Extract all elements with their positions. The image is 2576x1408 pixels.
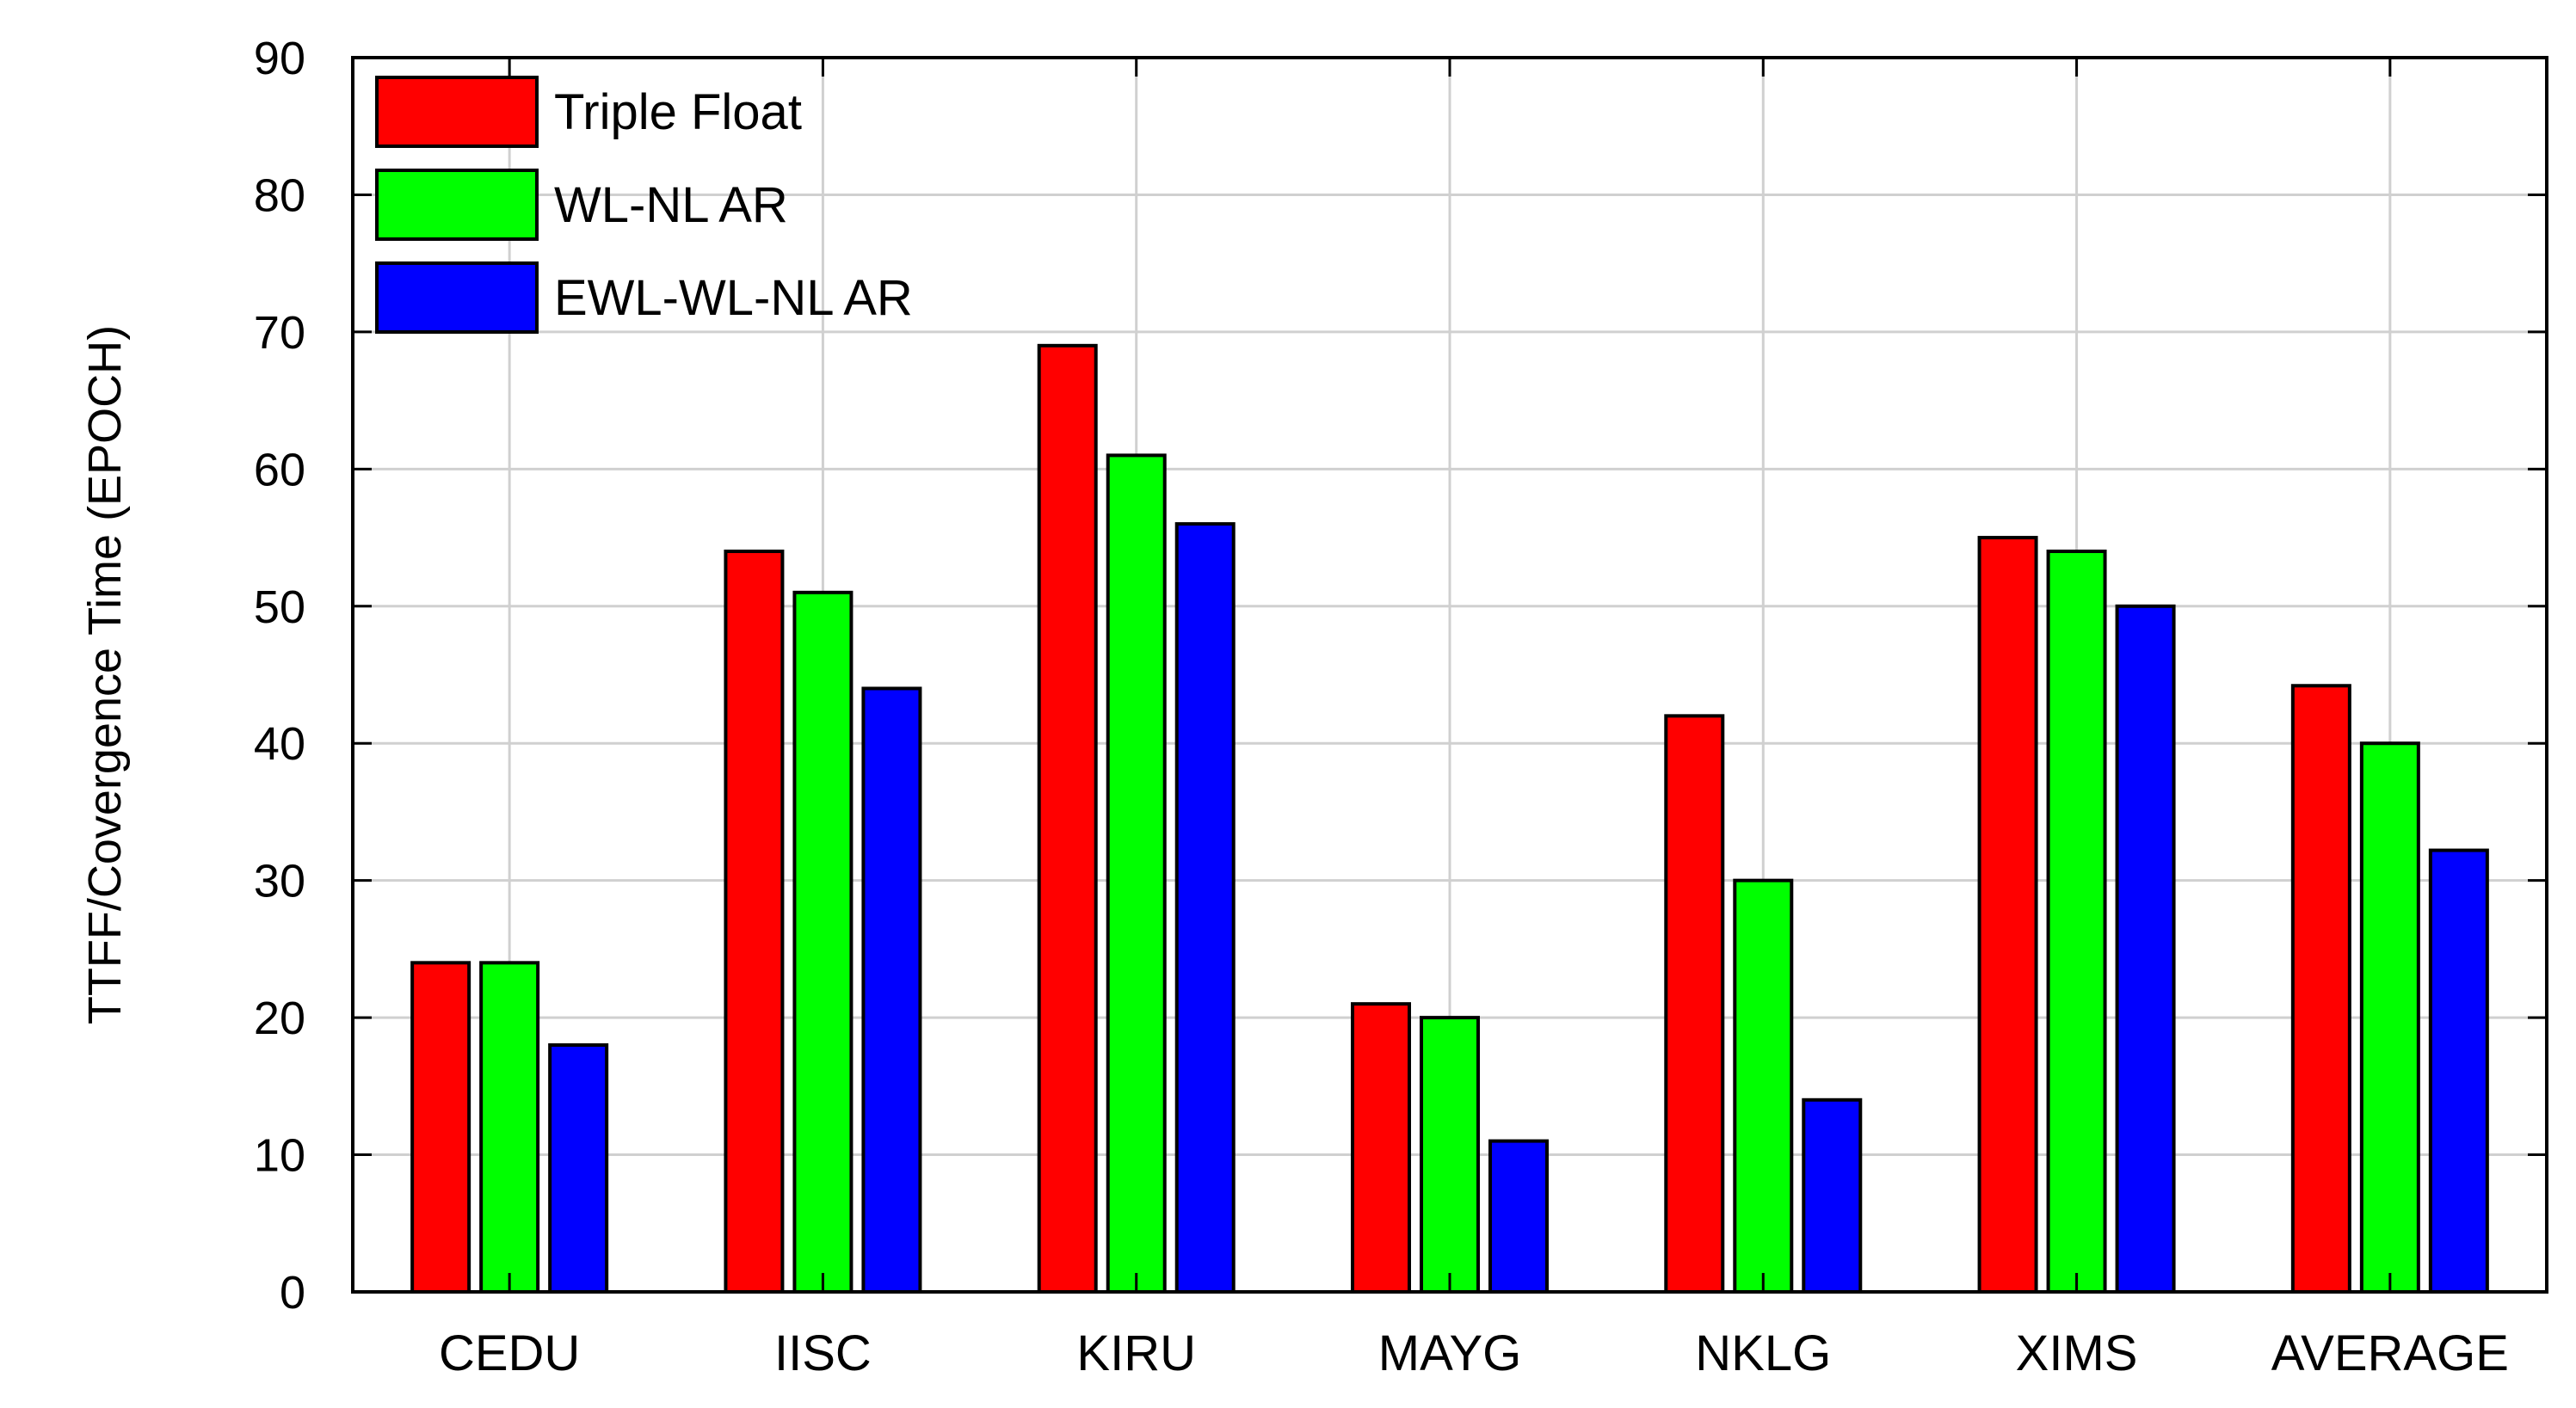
y-tick-label: 0 <box>280 1267 305 1319</box>
legend-swatch <box>375 169 539 241</box>
bar <box>1351 1002 1411 1294</box>
bars <box>410 343 2489 1294</box>
bar <box>1664 714 1725 1294</box>
y-tick-label: 10 <box>254 1130 305 1182</box>
legend-label: Triple Float <box>554 84 802 140</box>
x-category-label: IISC <box>774 1325 872 1381</box>
bar <box>2428 848 2489 1294</box>
axis-ticks <box>353 56 2547 1294</box>
bar <box>1106 453 1167 1294</box>
y-tick-label: 50 <box>254 581 305 633</box>
x-category-label: MAYG <box>1378 1325 1522 1381</box>
y-tick-label: 40 <box>254 718 305 770</box>
bar <box>2115 604 2176 1294</box>
legend-swatch <box>375 76 539 148</box>
bar <box>548 1043 609 1294</box>
legend: Triple Float WL-NL AR EWL-WL-NL AR <box>375 76 913 334</box>
y-tick-label: 80 <box>254 169 305 221</box>
bar <box>1733 878 1794 1294</box>
bar <box>479 961 540 1294</box>
bar <box>2046 550 2107 1294</box>
legend-swatch <box>375 261 539 334</box>
y-tick-label: 60 <box>254 444 305 495</box>
x-category-label: KIRU <box>1076 1325 1196 1381</box>
x-category-label: AVERAGE <box>2271 1325 2509 1381</box>
x-category-label: XIMS <box>2016 1325 2138 1381</box>
bar <box>2359 741 2420 1294</box>
bar <box>792 590 854 1294</box>
bar <box>1174 522 1236 1294</box>
y-axis-title: TTFF/Covergence Time (EPOCH) <box>79 325 131 1024</box>
bar <box>1977 536 2038 1294</box>
y-tick-label: 20 <box>254 993 305 1044</box>
x-category-label: CEDU <box>439 1325 580 1381</box>
bar <box>2290 684 2351 1294</box>
bar <box>410 961 471 1294</box>
bar <box>1420 1016 1480 1294</box>
y-tick-label: 30 <box>254 856 305 907</box>
x-category-labels: CEDU IISC KIRU MAYG NKLG XIMS AVERAGE <box>439 1325 2509 1381</box>
y-tick-label: 90 <box>254 33 305 84</box>
bar <box>724 550 785 1294</box>
bar <box>1488 1139 1549 1294</box>
x-category-label: NKLG <box>1695 1325 1831 1381</box>
bar <box>861 686 922 1294</box>
legend-label: WL-NL AR <box>554 177 788 233</box>
y-tick-label: 70 <box>254 307 305 359</box>
bar <box>1802 1098 1863 1294</box>
bar <box>1037 343 1098 1294</box>
y-tick-labels: 0 10 20 30 40 50 60 70 80 90 <box>254 33 305 1319</box>
legend-label: EWL-WL-NL AR <box>554 270 913 326</box>
